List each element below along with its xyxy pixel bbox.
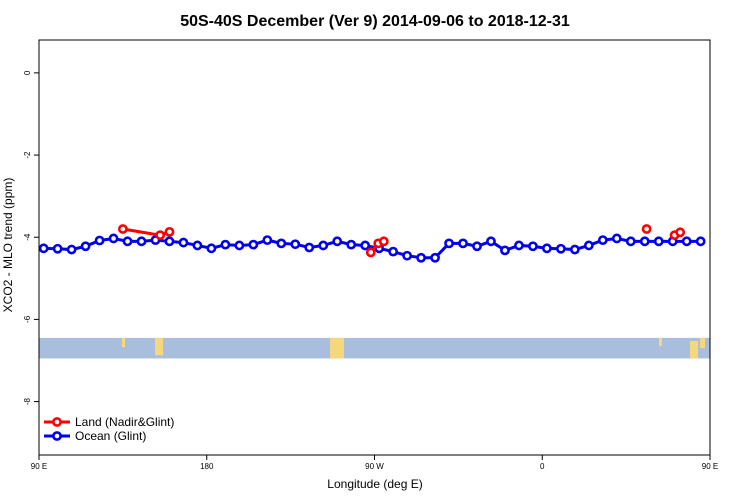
- data-point: [80, 241, 91, 252]
- legend: Land (Nadir&Glint)Ocean (Glint): [44, 415, 174, 443]
- plot-frame: [38, 39, 711, 456]
- data-point: [416, 252, 426, 263]
- data-point: [164, 226, 175, 237]
- data-point: [569, 244, 580, 255]
- data-point: [360, 240, 371, 251]
- x-axis-label: Longitude (deg E): [327, 477, 422, 491]
- data-point: [206, 243, 217, 254]
- data-point: [444, 238, 454, 249]
- legend-label: Land (Nadir&Glint): [75, 415, 174, 429]
- data-point: [178, 237, 189, 248]
- y-axis-label: XCO2 - MLO trend (ppm): [1, 178, 15, 313]
- data-point: [681, 236, 692, 247]
- data-point: [402, 250, 413, 261]
- data-point: [597, 235, 608, 246]
- data-point: [611, 233, 622, 244]
- legend-marker: [52, 417, 62, 427]
- data-point: [641, 224, 652, 234]
- data-point: [555, 243, 566, 254]
- data-point: [66, 244, 77, 255]
- x-tick-label: 90 E: [31, 462, 47, 471]
- land-patch: [155, 337, 163, 356]
- data-point: [108, 233, 119, 244]
- data-point: [472, 241, 482, 252]
- data-point: [248, 239, 259, 250]
- data-point: [458, 238, 468, 249]
- data-point: [234, 240, 245, 251]
- data-point: [304, 242, 315, 253]
- y-tick-label: -4: [23, 233, 32, 241]
- data-point: [675, 227, 686, 238]
- data-point: [220, 239, 231, 250]
- data-point: [583, 240, 594, 251]
- x-tick-label: 90 W: [365, 462, 384, 471]
- data-point: [542, 243, 552, 254]
- data-point: [164, 236, 175, 247]
- land-patch: [690, 340, 698, 359]
- data-point: [514, 240, 524, 251]
- data-point: [500, 245, 510, 256]
- data-point: [346, 239, 357, 250]
- data-point: [136, 236, 147, 247]
- legend-marker: [52, 431, 62, 441]
- data-point: [486, 236, 496, 247]
- data-point: [155, 230, 166, 241]
- y-tick-label: -6: [23, 315, 32, 323]
- data-point: [38, 243, 49, 254]
- data-point: [378, 236, 389, 247]
- data-point: [117, 224, 128, 234]
- x-tick-label: 0: [540, 462, 545, 471]
- y-tick-label: -8: [23, 397, 32, 405]
- data-point: [332, 236, 343, 247]
- data-point: [430, 252, 440, 263]
- x-tick-label: 180: [200, 462, 214, 471]
- ocean-band: [39, 337, 710, 359]
- data-point: [276, 238, 287, 249]
- data-point: [388, 246, 399, 257]
- land-patch: [335, 340, 342, 354]
- data-point: [528, 241, 538, 252]
- data-point: [639, 236, 650, 247]
- data-point: [122, 236, 133, 247]
- series-group: [38, 224, 706, 263]
- data-point: [192, 240, 203, 251]
- data-point: [262, 235, 273, 246]
- data-point: [290, 239, 301, 250]
- axis-ticks: 90 E 180 90 W 0 90 E 0 -2 -4 -6 -8: [23, 70, 718, 471]
- data-point: [695, 236, 706, 247]
- land-band: [39, 337, 710, 359]
- data-point: [318, 240, 329, 251]
- data-point: [625, 236, 636, 247]
- y-tick-label: -2: [23, 151, 32, 159]
- data-point: [52, 243, 63, 254]
- land-patch: [659, 337, 662, 347]
- data-point: [365, 247, 376, 258]
- legend-label: Ocean (Glint): [75, 429, 146, 443]
- land-patch: [122, 337, 125, 348]
- chart-title: 50S-40S December (Ver 9) 2014-09-06 to 2…: [180, 13, 570, 30]
- y-tick-label: 0: [23, 70, 32, 75]
- land-patch: [700, 337, 705, 349]
- data-point: [94, 235, 105, 246]
- data-point: [653, 236, 664, 247]
- x-tick-label: 90 E: [702, 462, 718, 471]
